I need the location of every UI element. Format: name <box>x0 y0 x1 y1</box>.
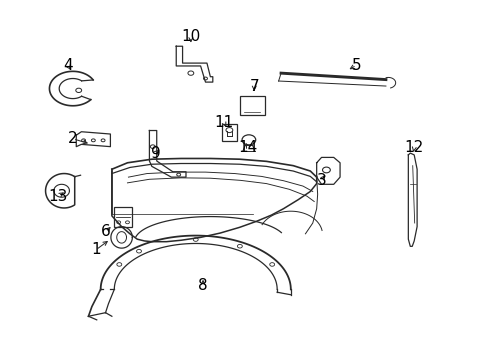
Text: 14: 14 <box>238 140 258 155</box>
Text: 5: 5 <box>351 58 361 73</box>
Text: 13: 13 <box>48 189 68 204</box>
Text: 4: 4 <box>63 58 73 73</box>
Text: 7: 7 <box>249 79 259 94</box>
Text: 12: 12 <box>404 140 423 155</box>
Text: 11: 11 <box>214 115 233 130</box>
Text: 1: 1 <box>91 242 101 257</box>
Bar <box>239 96 264 116</box>
Text: 8: 8 <box>198 278 207 293</box>
Text: 10: 10 <box>181 29 200 44</box>
Text: 3: 3 <box>316 172 326 188</box>
Text: 9: 9 <box>151 145 160 161</box>
Text: 2: 2 <box>68 131 78 146</box>
Text: 6: 6 <box>101 225 110 239</box>
Bar <box>221 124 237 141</box>
Bar <box>114 207 132 226</box>
